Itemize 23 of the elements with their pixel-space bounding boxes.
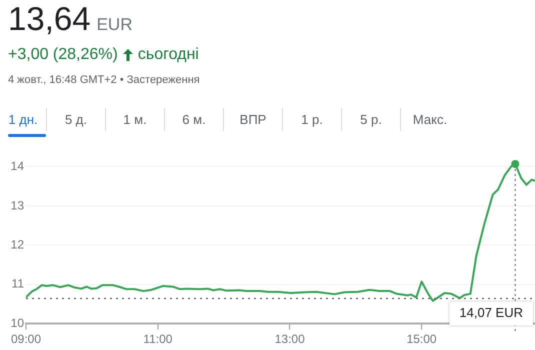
text: Макс. [400,108,459,131]
text: 1 дн. [7,111,39,129]
text: 1 р. [282,108,341,131]
chart-title: 13,64 [8,0,91,37]
y-tick-label: 13 [10,198,24,212]
y-tick-label: 10 [10,316,24,330]
annotation: 14,07 EUR [459,305,524,320]
x-tick-label: 15:00 [406,332,437,346]
y-tick-label: 11 [12,276,24,291]
chart-subtitle: 4 жовт., 16:48 GMT+2 • Застереження [8,74,201,86]
text: 1 м. [105,108,164,131]
text: 5 р. [341,108,400,131]
text: 6 м. [164,108,223,131]
text: +3,00 (28,26%) [8,46,118,64]
x-tick-label: 11:00 [143,332,173,346]
text: ВПР [223,108,282,131]
text: сьогодні [138,46,199,64]
y-tick-label: 14 [10,159,24,174]
y-tick-label: 12 [10,237,24,252]
x-tick-label: 09:00 [10,332,42,346]
text: 5 д. [46,108,105,131]
text: EUR [96,15,132,34]
x-tick-label: 13:00 [274,332,306,346]
